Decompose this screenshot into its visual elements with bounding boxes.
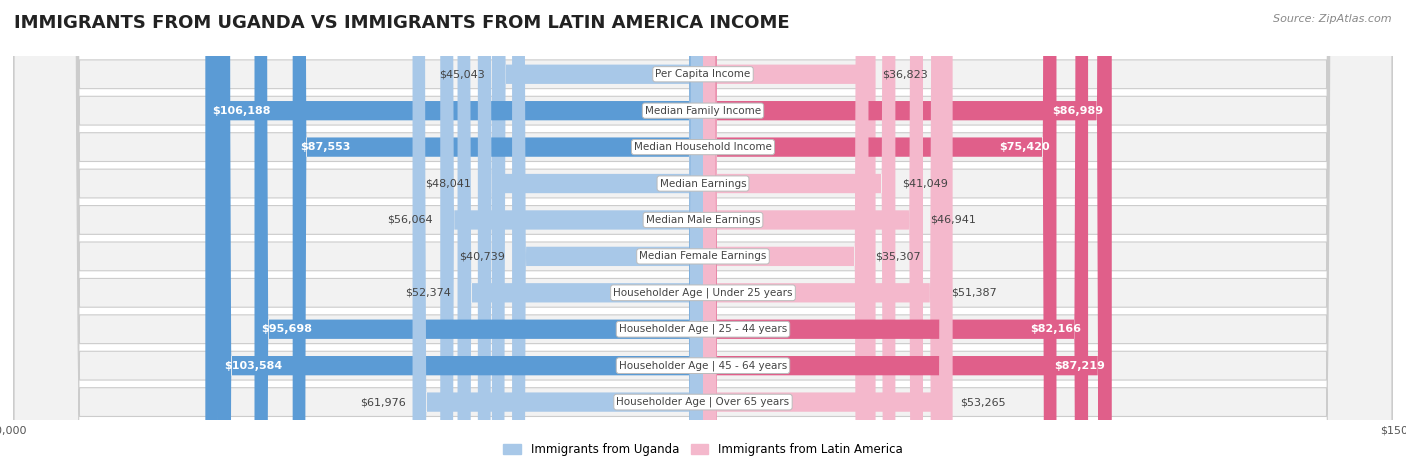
Text: Median Family Income: Median Family Income xyxy=(645,106,761,116)
Text: $103,584: $103,584 xyxy=(225,361,283,371)
Text: Median Male Earnings: Median Male Earnings xyxy=(645,215,761,225)
FancyBboxPatch shape xyxy=(703,0,1111,467)
Text: Householder Age | Over 65 years: Householder Age | Over 65 years xyxy=(616,397,790,407)
FancyBboxPatch shape xyxy=(703,0,896,467)
FancyBboxPatch shape xyxy=(218,0,703,467)
Text: $48,041: $48,041 xyxy=(425,178,471,189)
FancyBboxPatch shape xyxy=(457,0,703,467)
Text: $86,989: $86,989 xyxy=(1053,106,1104,116)
FancyBboxPatch shape xyxy=(14,0,1392,467)
Text: $46,941: $46,941 xyxy=(929,215,976,225)
Text: $52,374: $52,374 xyxy=(405,288,450,298)
FancyBboxPatch shape xyxy=(703,0,876,467)
Text: $56,064: $56,064 xyxy=(388,215,433,225)
Text: Median Earnings: Median Earnings xyxy=(659,178,747,189)
Text: IMMIGRANTS FROM UGANDA VS IMMIGRANTS FROM LATIN AMERICA INCOME: IMMIGRANTS FROM UGANDA VS IMMIGRANTS FRO… xyxy=(14,14,790,32)
Text: $45,043: $45,043 xyxy=(439,69,485,79)
FancyBboxPatch shape xyxy=(14,0,1392,467)
Text: $75,420: $75,420 xyxy=(998,142,1049,152)
Text: $40,739: $40,739 xyxy=(460,251,505,262)
FancyBboxPatch shape xyxy=(14,0,1392,467)
FancyBboxPatch shape xyxy=(703,0,943,467)
Text: Householder Age | Under 25 years: Householder Age | Under 25 years xyxy=(613,288,793,298)
FancyBboxPatch shape xyxy=(254,0,703,467)
FancyBboxPatch shape xyxy=(478,0,703,467)
Text: $51,387: $51,387 xyxy=(950,288,997,298)
FancyBboxPatch shape xyxy=(14,0,1392,467)
Text: $61,976: $61,976 xyxy=(360,397,405,407)
Text: Householder Age | 45 - 64 years: Householder Age | 45 - 64 years xyxy=(619,361,787,371)
Legend: Immigrants from Uganda, Immigrants from Latin America: Immigrants from Uganda, Immigrants from … xyxy=(499,439,907,461)
Text: $53,265: $53,265 xyxy=(960,397,1005,407)
Text: $82,166: $82,166 xyxy=(1031,324,1081,334)
Text: $36,823: $36,823 xyxy=(883,69,928,79)
FancyBboxPatch shape xyxy=(703,0,953,467)
FancyBboxPatch shape xyxy=(703,0,922,467)
Text: $87,553: $87,553 xyxy=(299,142,350,152)
Text: $41,049: $41,049 xyxy=(903,178,948,189)
FancyBboxPatch shape xyxy=(512,0,703,467)
FancyBboxPatch shape xyxy=(440,0,703,467)
FancyBboxPatch shape xyxy=(703,0,1056,467)
Text: Householder Age | 25 - 44 years: Householder Age | 25 - 44 years xyxy=(619,324,787,334)
FancyBboxPatch shape xyxy=(412,0,703,467)
FancyBboxPatch shape xyxy=(703,0,869,467)
FancyBboxPatch shape xyxy=(492,0,703,467)
FancyBboxPatch shape xyxy=(14,0,1392,467)
FancyBboxPatch shape xyxy=(205,0,703,467)
FancyBboxPatch shape xyxy=(14,0,1392,467)
Text: $35,307: $35,307 xyxy=(876,251,921,262)
Text: $95,698: $95,698 xyxy=(262,324,312,334)
FancyBboxPatch shape xyxy=(703,0,1088,467)
FancyBboxPatch shape xyxy=(14,0,1392,467)
Text: $106,188: $106,188 xyxy=(212,106,271,116)
FancyBboxPatch shape xyxy=(14,0,1392,467)
Text: Per Capita Income: Per Capita Income xyxy=(655,69,751,79)
FancyBboxPatch shape xyxy=(14,0,1392,467)
Text: Median Female Earnings: Median Female Earnings xyxy=(640,251,766,262)
FancyBboxPatch shape xyxy=(292,0,703,467)
Text: Median Household Income: Median Household Income xyxy=(634,142,772,152)
Text: Source: ZipAtlas.com: Source: ZipAtlas.com xyxy=(1274,14,1392,24)
Text: $87,219: $87,219 xyxy=(1054,361,1105,371)
FancyBboxPatch shape xyxy=(14,0,1392,467)
FancyBboxPatch shape xyxy=(703,0,1112,467)
